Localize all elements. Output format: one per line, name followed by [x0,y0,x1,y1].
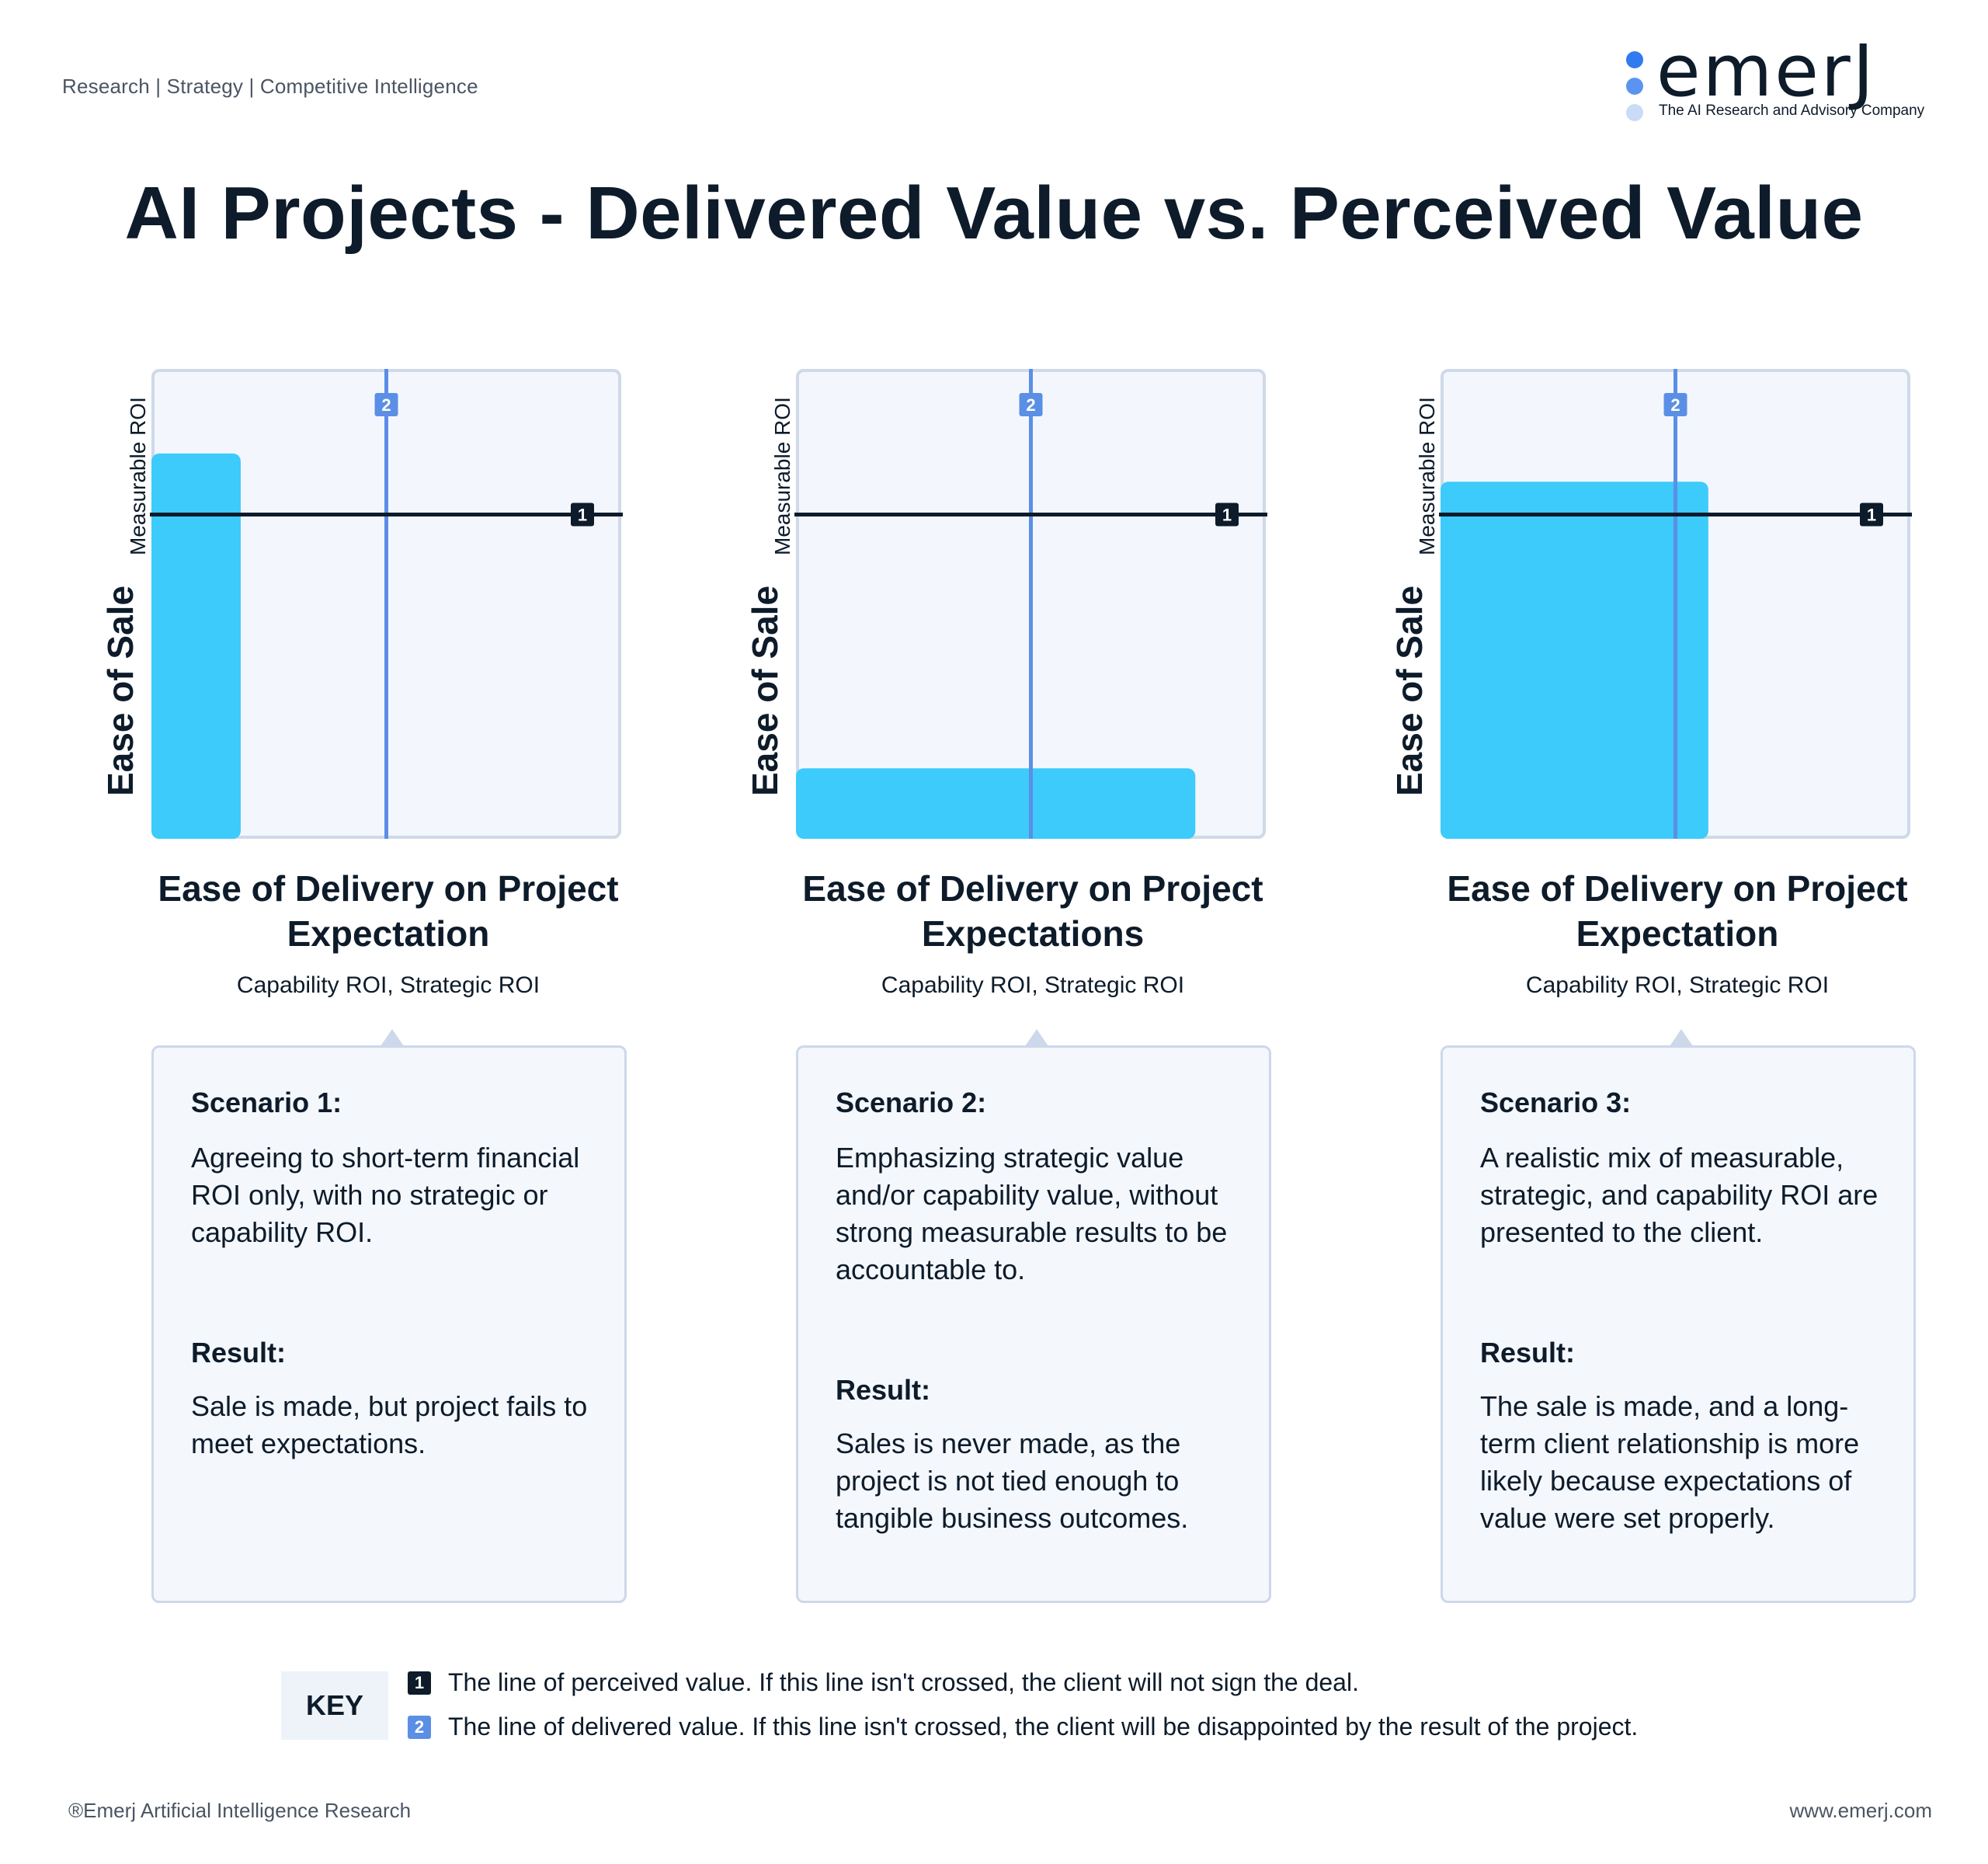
x-axis-sublabel: Capability ROI, Strategic ROI [236,972,540,998]
x-axis-label: Ease of Delivery on Project Expectation [1447,868,1908,954]
badge-2-icon: 2 [408,1715,431,1739]
y-axis-sublabel: Measurable ROI [126,397,150,555]
key-item-perceived: 1 The line of perceived value. If this l… [408,1668,1359,1697]
marker-2-icon: 2 [374,393,398,416]
key-item-text: The line of delivered value. If this lin… [448,1713,1639,1741]
x-axis-sublabel: Capability ROI, Strategic ROI [881,972,1185,998]
result-description: Sale is made, but project fails to meet … [191,1390,588,1459]
marker-1-icon: 1 [1860,503,1883,527]
logo-dot-icon [1626,104,1643,121]
scenario-description: Agreeing to short-term financial ROI onl… [191,1142,580,1248]
scenario-heading: Scenario 3: [1480,1087,1632,1118]
badge-1-icon: 1 [408,1671,431,1695]
scenario-panel-2: 1 2 Ease of Sale Measurable ROI Ease of Deli… [738,365,1297,1623]
marker-2-icon: 2 [1663,393,1687,416]
chart-svg: 12 [150,369,623,839]
scenario-card: Scenario 2: Emphasizing strategic value a… [796,1045,1271,1603]
scenario-heading: Scenario 2: [836,1087,987,1118]
result-heading: Result: [191,1337,287,1368]
marker-1-icon: 1 [571,503,594,527]
key-item-delivered: 2 The line of delivered value. If this l… [408,1713,1638,1741]
svg-text:1: 1 [578,506,587,525]
scenario-heading: Scenario 1: [191,1087,342,1118]
svg-text:2: 2 [1026,395,1035,415]
logo-subtitle: The AI Research and Advisory Company [1659,103,1925,119]
marker-1-icon: 1 [1215,503,1239,527]
svg-text:1: 1 [1867,506,1876,525]
page-title: AI Projects - Delivered Value vs. Percei… [124,172,1864,255]
value-bar [796,768,1196,839]
scenario-card: Scenario 1: Agreeing to short-term financ… [151,1045,627,1603]
key-item-text: The line of perceived value. If this lin… [448,1668,1359,1696]
value-bar [1441,482,1708,839]
x-axis-label: Ease of Delivery on Project Expectation [158,868,619,954]
y-axis-label: Ease of Sale [745,585,785,796]
emerj-logo[interactable]: emerJ The AI Research and Advisory Compa… [1614,36,1940,132]
result-heading: Result: [1480,1337,1576,1368]
svg-text:1: 1 [1222,506,1232,525]
card-pointer-icon [1670,1029,1693,1046]
chart-svg: 12 [794,369,1267,839]
x-axis-label: Ease of Delivery on Project Expectations [802,868,1263,954]
footer-website-link[interactable]: www.emerj.com [1789,1799,1932,1822]
key-label: KEY [281,1671,388,1740]
result-description: The sale is made, and a long-term client… [1480,1390,1860,1534]
value-bar [151,453,241,839]
logo-wordmark: emerJ [1656,30,1876,113]
scenario-panel-1: 1 2 Ease of Sale Measurable ROI Ease of Deli… [93,365,652,1623]
y-axis-label: Ease of Sale [1389,585,1430,796]
card-pointer-icon [381,1029,404,1046]
header-tagline: Research | Strategy | Competitive Intell… [62,75,478,98]
logo-dot-icon [1626,51,1643,68]
x-axis-sublabel: Capability ROI, Strategic ROI [1525,972,1830,998]
y-axis-sublabel: Measurable ROI [770,397,794,555]
logo-dot-icon [1626,78,1643,95]
scenario-card: Scenario 3: A realistic mix of measurable… [1441,1045,1916,1603]
scenario-panel-3: 1 2 Ease of Sale Measurable ROI Ease of Deli… [1382,365,1941,1623]
marker-2-icon: 2 [1019,393,1043,416]
y-axis-sublabel: Measurable ROI [1415,397,1439,555]
y-axis-label: Ease of Sale [100,585,141,796]
svg-text:2: 2 [381,395,391,415]
footer-copyright: ®Emerj Artificial Intelligence Research [68,1799,412,1822]
result-heading: Result: [836,1374,931,1406]
scenario-description: A realistic mix of measurable, strategic… [1480,1142,1879,1248]
result-description: Sales is never made, as the project is n… [836,1428,1189,1534]
card-pointer-icon [1025,1029,1048,1046]
svg-text:2: 2 [1670,395,1680,415]
scenario-description: Emphasizing strategic value and/or capab… [836,1142,1228,1285]
chart-svg: 12 [1439,369,1912,839]
